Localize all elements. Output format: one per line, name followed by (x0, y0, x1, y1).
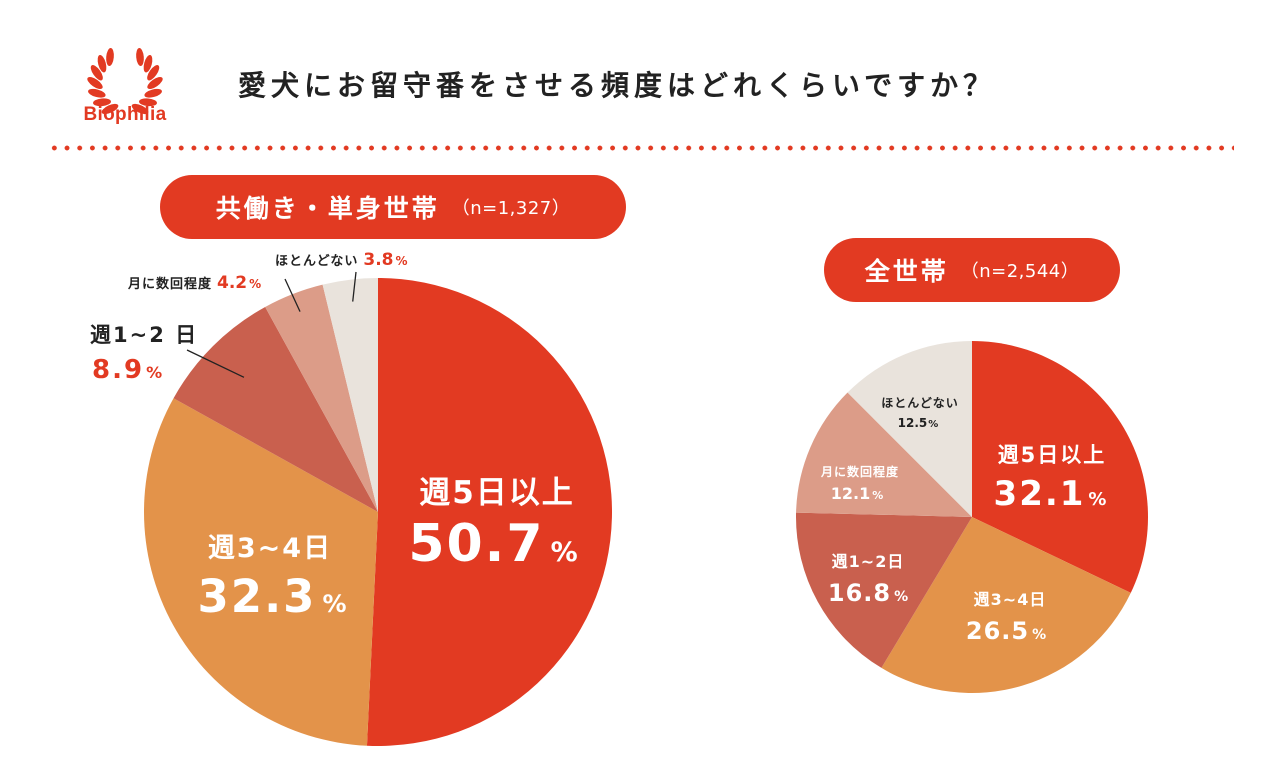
left-value-week12: 8.9% (92, 355, 162, 385)
right-value-week12-num: 16.8 (828, 579, 891, 607)
laurel-leaf-13 (143, 54, 153, 73)
leader-line-monthly (284, 278, 301, 312)
right-value-week12-unit: % (894, 589, 908, 605)
right-value-week5: 32.1% (994, 474, 1107, 514)
laurel-leaf-2 (93, 98, 111, 107)
left-label-monthly: 月に数回程度 4.2% (127, 273, 261, 293)
left-label-monthly-text: 月に数回程度 (127, 276, 212, 292)
right-value-week34-num: 26.5 (966, 617, 1029, 645)
right-value-monthly-unit: % (872, 489, 883, 502)
left-chart-sample-size: （n=1,327） (451, 198, 571, 219)
left-pie-slice-3 (173, 307, 378, 512)
right-value-week34-unit: % (1032, 627, 1046, 643)
right-value-week34: 26.5% (966, 617, 1046, 645)
right-pie-slice-3 (796, 512, 972, 668)
left-label-week5: 週5日以上 (419, 475, 575, 511)
left-label-week12: 週1~2 日 (90, 323, 198, 347)
laurel-leaf-4 (87, 76, 103, 90)
laurel-leaf-9 (139, 98, 157, 107)
left-value-week12-num: 8.9 (92, 355, 144, 385)
left-pie-slice-5 (322, 278, 378, 512)
laurel-leaf-6 (97, 54, 107, 73)
right-chart-title: 全世帯 (864, 257, 949, 286)
left-label-rarely-text: ほとんどない (275, 254, 358, 269)
right-label-rarely: ほとんどない (881, 396, 958, 410)
left-pie-slice-1 (366, 278, 613, 746)
left-pie-slice-4 (265, 284, 378, 512)
right-value-rarely-unit: % (928, 419, 938, 430)
left-value-week5-num: 50.7 (408, 514, 544, 574)
page-title: 愛犬にお留守番をさせる頻度はどれくらいですか？ (238, 69, 997, 102)
left-value-week12-unit: % (146, 363, 162, 382)
laurel-leaf-14 (136, 48, 144, 66)
laurel-icon (87, 48, 163, 115)
right-value-week12: 16.8% (828, 579, 908, 607)
right-chart-title-pill: 全世帯 （n=2,544） (824, 238, 1120, 302)
left-value-rarely-unit: % (395, 254, 407, 268)
right-chart-sample-size: （n=2,544） (960, 261, 1080, 282)
dotted-divider (48, 145, 1234, 151)
right-pie-slice-2 (881, 517, 1131, 694)
left-value-week34-num: 32.3 (197, 570, 316, 623)
right-value-rarely-num: 12.5 (898, 416, 928, 430)
brand-logo (70, 28, 180, 138)
leader-line-rarely (352, 271, 357, 302)
laurel-leaf-1 (101, 103, 119, 115)
leader-lines (186, 271, 357, 378)
right-value-monthly-num: 12.1 (831, 484, 870, 503)
left-value-week34-unit: % (322, 590, 346, 618)
left-value-rarely-num: 3.8 (363, 250, 393, 270)
laurel-leaf-8 (131, 103, 149, 115)
left-chart-title: 共働き・単身世帯 (215, 194, 440, 223)
laurel-leaf-7 (106, 48, 114, 66)
right-label-week12: 週1~2日 (832, 552, 905, 571)
right-label-week5: 週5日以上 (998, 443, 1107, 467)
left-chart-title-pill: 共働き・単身世帯 （n=1,327） (160, 175, 626, 239)
laurel-leaf-5 (90, 65, 103, 81)
left-value-week5: 50.7% (408, 514, 577, 574)
right-pie-slice-5 (847, 341, 972, 517)
right-value-week5-num: 32.1 (994, 474, 1086, 514)
left-value-monthly-num: 4.2 (217, 273, 247, 293)
left-value-week5-unit: % (551, 537, 578, 568)
right-value-rarely: 12.5% (898, 416, 939, 430)
right-label-monthly: 月に数回程度 (820, 464, 899, 479)
right-value-monthly: 12.1% (831, 484, 884, 503)
laurel-leaf-11 (147, 76, 163, 90)
left-pie-slice-2 (143, 398, 378, 746)
right-pie-slice-4 (796, 392, 972, 517)
right-value-week5-unit: % (1088, 489, 1106, 510)
left-value-week34: 32.3% (197, 570, 346, 623)
left-label-week34: 週3~4日 (208, 533, 332, 564)
laurel-leaf-3 (88, 88, 106, 98)
laurel-leaf-12 (147, 65, 160, 81)
leader-line-week12 (186, 349, 245, 378)
left-value-monthly-unit: % (249, 277, 261, 291)
right-label-week34: 週3~4日 (974, 590, 1047, 609)
left-pie (143, 278, 613, 746)
right-pie-slice-1 (972, 341, 1149, 593)
left-label-rarely: ほとんどない 3.8% (275, 250, 408, 270)
right-pie (796, 341, 1149, 694)
brand-name: Biophilia (83, 104, 167, 125)
laurel-leaf-10 (144, 88, 162, 98)
